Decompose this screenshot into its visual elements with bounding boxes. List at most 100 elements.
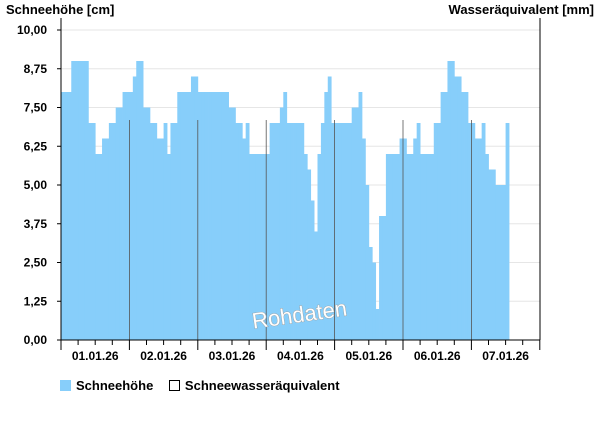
data-bar xyxy=(296,123,301,340)
data-bar xyxy=(310,200,315,340)
data-bar xyxy=(64,92,69,340)
data-bar xyxy=(461,92,465,340)
data-bar xyxy=(143,107,147,340)
data-bar xyxy=(204,92,209,340)
data-bar xyxy=(201,92,206,340)
data-bar xyxy=(447,61,452,340)
data-bar xyxy=(403,138,407,340)
data-bar xyxy=(474,138,479,340)
data-bar xyxy=(119,107,123,340)
data-bar xyxy=(365,185,370,340)
data-bar xyxy=(406,154,411,340)
data-bar xyxy=(358,92,363,340)
data-bar xyxy=(242,138,247,340)
data-bar xyxy=(355,107,359,340)
data-bar xyxy=(471,123,476,340)
data-bar xyxy=(67,92,72,340)
data-bar xyxy=(122,92,127,340)
data-bar xyxy=(136,61,141,340)
data-bar xyxy=(478,138,483,340)
data-bar xyxy=(218,92,223,340)
data-bar xyxy=(290,123,294,340)
y-axis-label-left: Schneehöhe [cm] xyxy=(6,2,115,17)
data-bar xyxy=(235,123,240,340)
data-bar xyxy=(426,154,431,340)
data-bar xyxy=(146,107,151,340)
data-bar xyxy=(303,154,308,340)
data-bar xyxy=(132,76,137,340)
data-bar xyxy=(375,309,380,340)
data-bar xyxy=(334,123,339,340)
data-bar xyxy=(293,123,298,340)
data-bar xyxy=(228,107,233,340)
data-bar xyxy=(396,154,400,340)
data-bar xyxy=(437,123,442,340)
y-tick-label: 6,25 xyxy=(24,139,48,153)
x-tick-label: 04.01.26 xyxy=(277,349,324,363)
data-bar xyxy=(491,169,496,340)
data-bar xyxy=(95,154,100,340)
data-bar xyxy=(153,123,158,340)
data-bar xyxy=(450,61,455,340)
data-bar xyxy=(255,154,260,340)
x-tick-label: 05.01.26 xyxy=(345,349,392,363)
data-bar xyxy=(163,123,168,340)
data-bar xyxy=(399,138,404,340)
y-tick-label: 5,00 xyxy=(24,178,48,192)
data-bar xyxy=(269,123,274,340)
data-bar xyxy=(467,123,472,340)
data-bar xyxy=(423,154,428,340)
data-bar xyxy=(177,92,182,340)
data-bar xyxy=(389,154,394,340)
data-bar xyxy=(262,154,267,340)
legend: Schneehöhe Schneewasseräquivalent xyxy=(60,378,352,394)
data-bar xyxy=(413,138,418,340)
data-bar xyxy=(197,92,202,340)
data-bar xyxy=(379,216,383,340)
data-bar xyxy=(368,247,373,340)
data-bar xyxy=(331,123,335,340)
data-bar xyxy=(317,154,322,340)
legend-item-schneehoehe: Schneehöhe xyxy=(60,378,153,393)
data-bar xyxy=(307,169,312,340)
y-tick-label: 2,50 xyxy=(24,256,48,270)
data-bar xyxy=(392,154,397,340)
data-bar xyxy=(187,92,192,340)
data-bar xyxy=(361,138,366,340)
x-tick-label: 03.01.26 xyxy=(209,349,256,363)
data-bar xyxy=(283,92,288,340)
x-tick-label: 06.01.26 xyxy=(414,349,461,363)
data-bar xyxy=(464,92,469,340)
data-bar xyxy=(382,216,387,340)
data-bar xyxy=(105,138,110,340)
legend-label-schneehoehe: Schneehöhe xyxy=(76,378,154,393)
data-bar xyxy=(485,154,489,340)
data-bar xyxy=(232,107,236,340)
data-bar xyxy=(320,123,325,340)
data-bar xyxy=(430,154,435,340)
data-bar xyxy=(208,92,212,340)
data-bar xyxy=(194,76,199,340)
data-bar xyxy=(420,154,424,340)
data-bar xyxy=(156,138,161,340)
y-axis-label-right: Wasseräquivalent [mm] xyxy=(448,2,594,17)
data-bar xyxy=(184,92,188,340)
data-bar xyxy=(78,61,82,340)
data-bar xyxy=(211,92,216,340)
data-bar xyxy=(273,123,277,340)
y-tick-label: 10,00 xyxy=(17,23,47,37)
data-bar xyxy=(74,61,79,340)
x-tick-label: 02.01.26 xyxy=(140,349,187,363)
data-bar xyxy=(167,154,171,340)
data-bar xyxy=(351,107,356,340)
data-bar xyxy=(112,123,117,340)
data-bar xyxy=(259,154,264,340)
data-bar xyxy=(341,123,346,340)
data-bar xyxy=(266,154,271,340)
data-bar xyxy=(440,92,445,340)
data-bar xyxy=(300,123,305,340)
legend-label-wasseraequivalent: Schneewasseräquivalent xyxy=(184,378,340,393)
data-bar xyxy=(454,76,459,340)
data-bar xyxy=(129,92,134,340)
